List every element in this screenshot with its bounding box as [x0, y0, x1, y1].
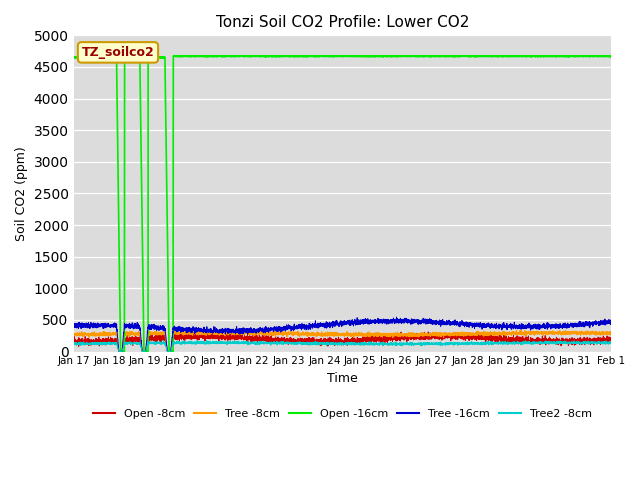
Line: Tree -8cm: Tree -8cm: [74, 330, 611, 351]
Tree2 -8cm: [203, 337, 211, 343]
Tree -16cm: [471, 320, 479, 326]
Open -8cm: [607, 340, 615, 346]
Open -8cm: [203, 329, 211, 335]
Open -16cm: [512, 53, 520, 59]
Tree2 -8cm: [419, 340, 427, 346]
Title: Tonzi Soil CO2 Profile: Lower CO2: Tonzi Soil CO2 Profile: Lower CO2: [216, 15, 469, 30]
Tree -16cm: [115, 348, 123, 354]
Tree -8cm: [262, 327, 269, 333]
Y-axis label: Soil CO2 (ppm): Soil CO2 (ppm): [15, 146, 28, 241]
Open -16cm: [463, 53, 470, 59]
Open -16cm: [275, 53, 283, 59]
Line: Tree2 -8cm: Tree2 -8cm: [74, 340, 611, 351]
Line: Open -8cm: Open -8cm: [74, 332, 611, 351]
Tree2 -8cm: [607, 340, 615, 346]
Tree -8cm: [607, 330, 615, 336]
Tree -16cm: [70, 321, 77, 327]
Tree -8cm: [115, 348, 123, 354]
Open -16cm: [419, 53, 427, 59]
Open -8cm: [275, 340, 283, 346]
Tree -8cm: [392, 330, 400, 336]
X-axis label: Time: Time: [327, 372, 358, 385]
Tree -16cm: [512, 323, 520, 329]
Tree2 -8cm: [115, 348, 123, 354]
Open -8cm: [392, 336, 400, 342]
Tree -16cm: [392, 317, 400, 323]
Tree2 -8cm: [275, 340, 283, 346]
Tree2 -8cm: [168, 347, 175, 352]
Tree -8cm: [275, 330, 283, 336]
Open -8cm: [115, 348, 123, 354]
Tree -8cm: [70, 333, 77, 338]
Tree2 -8cm: [392, 340, 400, 346]
Open -16cm: [70, 54, 77, 60]
Tree -16cm: [607, 319, 615, 325]
Open -8cm: [70, 338, 77, 344]
Tree2 -8cm: [512, 340, 520, 346]
Open -16cm: [116, 348, 124, 354]
Open -8cm: [419, 333, 427, 338]
Tree2 -8cm: [70, 340, 77, 346]
Text: TZ_soilco2: TZ_soilco2: [82, 46, 154, 59]
Line: Tree -16cm: Tree -16cm: [74, 317, 611, 351]
Legend: Open -8cm, Tree -8cm, Open -16cm, Tree -16cm, Tree2 -8cm: Open -8cm, Tree -8cm, Open -16cm, Tree -…: [88, 405, 596, 423]
Tree -16cm: [392, 314, 400, 320]
Line: Open -16cm: Open -16cm: [74, 56, 611, 351]
Tree -16cm: [275, 327, 283, 333]
Tree2 -8cm: [471, 340, 479, 346]
Open -8cm: [512, 339, 520, 345]
Tree -8cm: [471, 333, 479, 338]
Open -16cm: [607, 54, 615, 60]
Tree -16cm: [419, 318, 427, 324]
Open -8cm: [168, 346, 175, 351]
Tree -8cm: [419, 331, 427, 336]
Tree -8cm: [168, 344, 175, 350]
Open -16cm: [392, 53, 400, 59]
Open -16cm: [168, 348, 175, 354]
Open -16cm: [471, 54, 479, 60]
Tree -16cm: [168, 343, 175, 349]
Tree -8cm: [512, 331, 520, 336]
Open -8cm: [471, 336, 479, 342]
